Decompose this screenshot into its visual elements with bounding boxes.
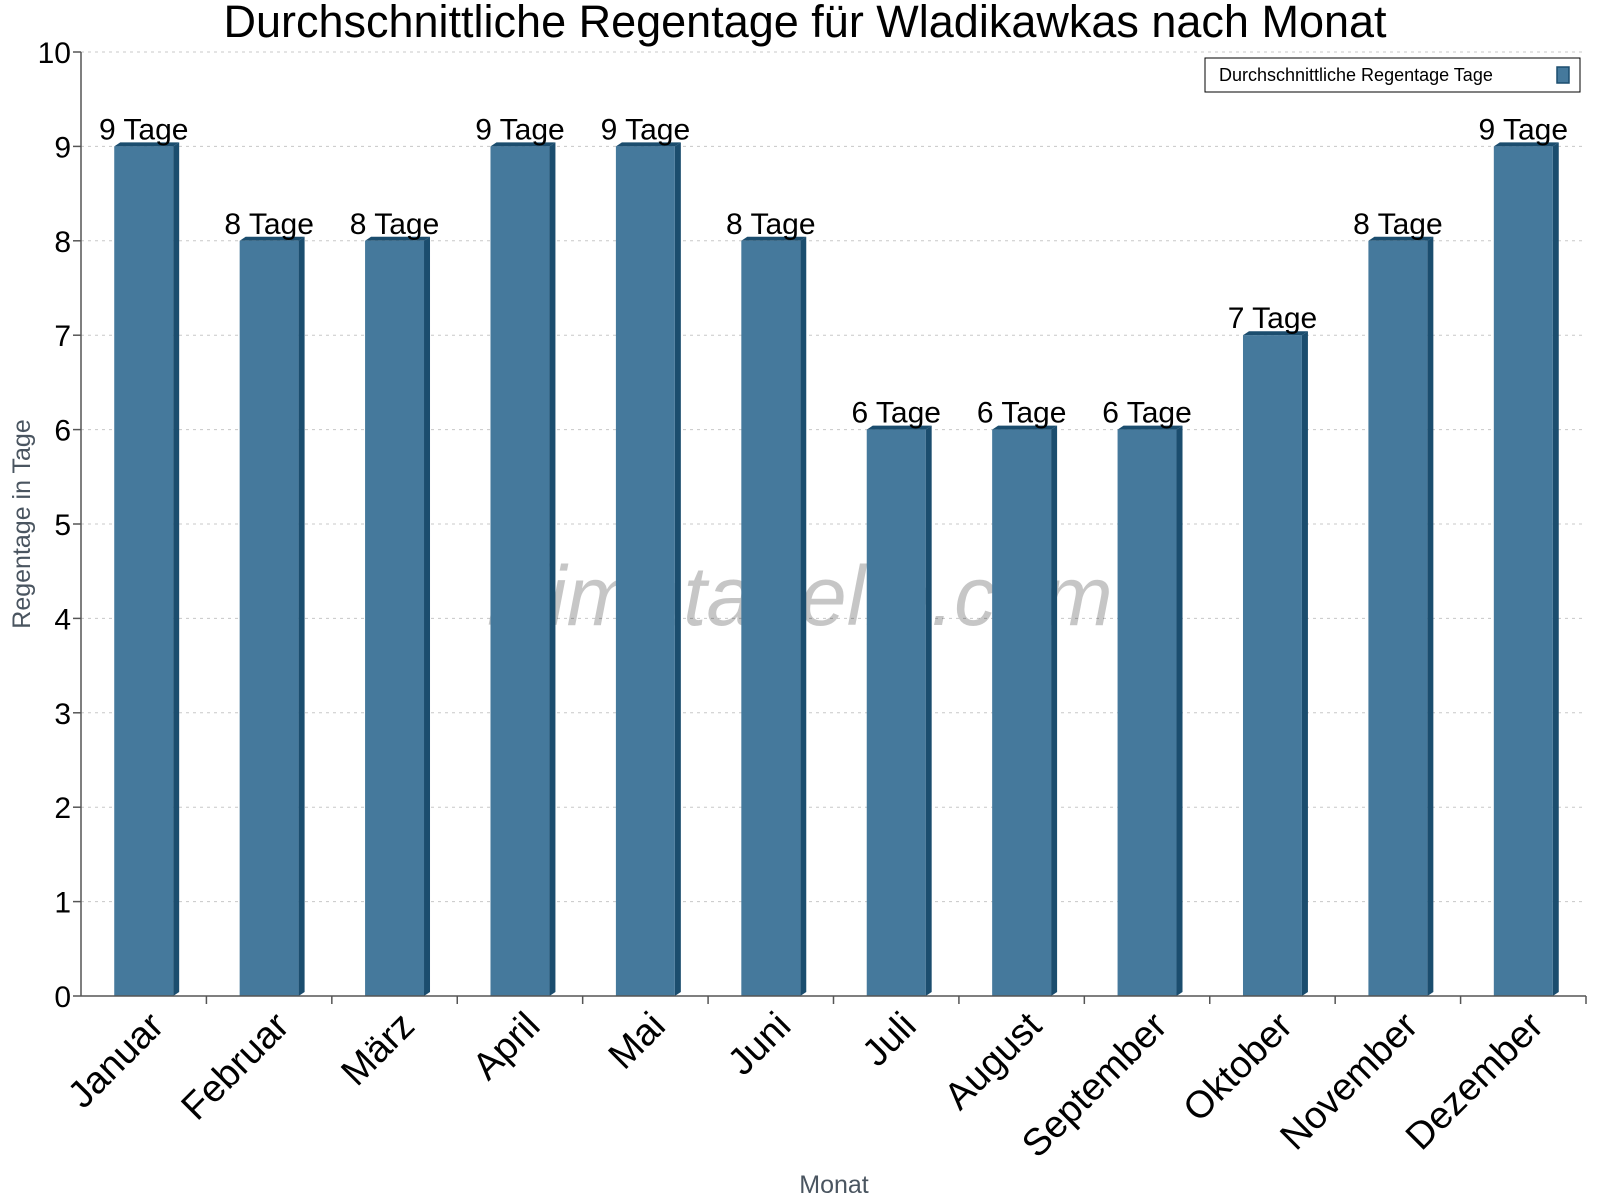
bar-side [800,236,807,997]
bar-top [1117,425,1183,430]
data-label: 8 Tage [224,208,314,241]
x-tick-label: Mai [601,1005,674,1078]
bar-side [1051,425,1058,997]
bar-face [992,429,1052,997]
bar-top [992,425,1058,430]
gridlines [81,51,1586,903]
bar-face [239,240,299,997]
y-axis-label: Regentage in Tage [8,419,36,628]
bar-face [1493,146,1553,996]
chart-title: Durchschnittliche Regentage für Wladikaw… [223,0,1387,47]
x-tick-label: Januar [60,1004,172,1116]
bar-top [239,236,305,241]
bar-top [1368,236,1434,241]
y-tick-label: 2 [54,792,71,825]
data-label: 6 Tage [1102,397,1192,430]
bar-side [173,142,180,996]
x-tick-label: Dezember [1398,1004,1552,1158]
data-label: 9 Tage [475,113,565,146]
bar [992,425,1058,997]
y-tick-label: 9 [54,131,71,164]
bar-top [490,142,556,147]
bar-face [1242,335,1302,996]
bar-top [1242,331,1308,336]
legend-label: Durchschnittliche Regentage Tage [1219,65,1493,85]
y-tick-label: 7 [54,320,71,353]
bar-side [925,425,932,997]
y-tick-label: 8 [54,226,71,259]
data-label: 8 Tage [350,208,440,241]
bar-side [298,236,305,997]
data-label: 9 Tage [601,113,691,146]
bar [866,425,932,997]
y-tick-label: 10 [38,37,71,70]
bar-top [114,142,180,147]
legend-box [1204,57,1581,93]
bar-side [549,142,556,996]
y-tick-label: 5 [54,509,71,542]
bar [365,236,431,997]
data-label: 9 Tage [1479,113,1569,146]
bar [741,236,807,997]
legend: Durchschnittliche Regentage Tage [1204,57,1581,93]
y-tick-label: 4 [54,603,71,636]
bar-side [1301,331,1308,996]
bar-face [114,146,174,996]
bar-side [424,236,431,997]
bar-side [1176,425,1183,997]
y-tick-label: 6 [54,415,71,448]
x-tick-label: Juli [855,1005,925,1075]
x-tick-label: April [465,1005,548,1088]
x-tick-label: Juni [720,1005,799,1084]
x-tick-label: Oktober [1176,1004,1302,1130]
bar [490,142,556,996]
bar-side [1552,142,1559,996]
bar-face [866,429,926,997]
bar-face [365,240,425,997]
bar-top [741,236,807,241]
bar-face [741,240,801,997]
x-tick-label: Februar [174,1004,298,1128]
x-axis-label: Monat [799,1171,869,1199]
bar-side [674,142,681,996]
bar [114,142,180,996]
legend-swatch [1556,66,1570,84]
x-tick-label: März [333,1005,422,1094]
bar-top [866,425,932,430]
y-tick-label: 1 [54,887,71,920]
x-axis-ticks: Januar Februar März April Mai Juni Juli AugustS… [60,996,1587,1166]
bar-top [365,236,431,241]
bar-face [490,146,550,996]
bar-top [615,142,681,147]
bar [615,142,681,996]
bar-face [1117,429,1177,997]
y-tick-label: 3 [54,698,71,731]
bar-series [114,142,1559,997]
bar-face [615,146,675,996]
bar [1493,142,1559,996]
data-labels: 9 Tage 8 Tage 8 Tage 9 Tage 9 Tage 8 Tage 6 Ta… [99,113,1568,429]
data-label: 8 Tage [1353,208,1443,241]
y-tick-label: 0 [54,981,71,1014]
bar-side [1427,236,1434,997]
bar [1117,425,1183,997]
data-label: 6 Tage [977,397,1067,430]
data-label: 7 Tage [1228,302,1318,335]
bar-face [1368,240,1428,997]
bar [239,236,305,997]
bar-top [1493,142,1559,147]
y-axis-ticks: 0 1 2 3 4 5 6 7 8 9 10 [38,37,81,1014]
bar [1242,331,1308,996]
data-label: 8 Tage [726,208,816,241]
data-label: 6 Tage [851,397,941,430]
data-label: 9 Tage [99,113,189,146]
bar [1368,236,1434,997]
x-tick-label: August [937,1004,1051,1118]
